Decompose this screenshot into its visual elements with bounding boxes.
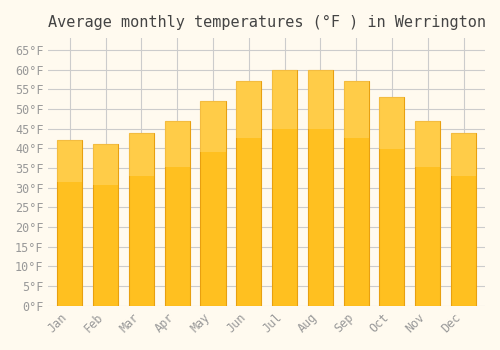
Bar <box>236 82 262 138</box>
Bar <box>236 82 262 306</box>
Bar <box>200 101 226 152</box>
Bar <box>415 121 440 306</box>
Bar <box>380 97 404 149</box>
Bar <box>58 140 82 306</box>
Bar <box>93 145 118 306</box>
Bar <box>308 70 333 306</box>
Bar <box>129 133 154 176</box>
Bar <box>58 140 82 182</box>
Bar <box>164 121 190 167</box>
Bar <box>344 82 368 306</box>
Bar <box>272 70 297 129</box>
Bar <box>451 133 476 306</box>
Bar <box>93 145 118 185</box>
Title: Average monthly temperatures (°F ) in Werrington: Average monthly temperatures (°F ) in We… <box>48 15 486 30</box>
Bar <box>380 97 404 306</box>
Bar <box>451 133 476 176</box>
Bar <box>272 70 297 306</box>
Bar <box>415 121 440 167</box>
Bar <box>164 121 190 306</box>
Bar <box>344 82 368 138</box>
Bar <box>129 133 154 306</box>
Bar <box>200 101 226 306</box>
Bar <box>308 70 333 129</box>
